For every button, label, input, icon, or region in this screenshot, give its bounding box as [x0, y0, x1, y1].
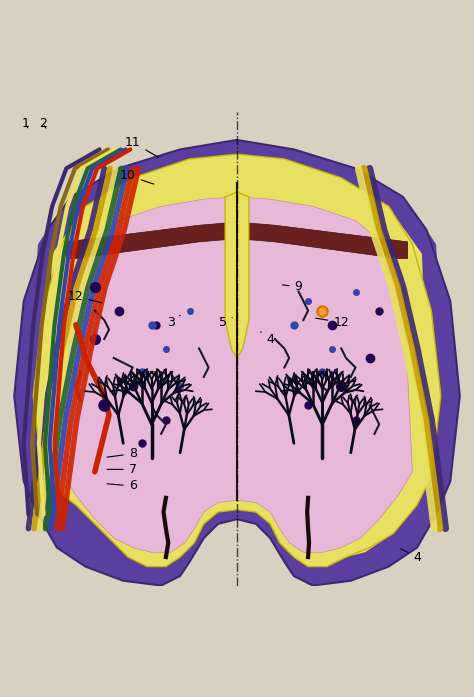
- Polygon shape: [33, 154, 441, 567]
- Text: 4: 4: [261, 332, 274, 346]
- Polygon shape: [237, 223, 408, 259]
- Polygon shape: [66, 223, 237, 259]
- Text: 3: 3: [167, 315, 180, 329]
- Text: 6: 6: [107, 480, 137, 493]
- Polygon shape: [14, 140, 460, 585]
- Text: 4: 4: [401, 549, 421, 564]
- Text: 8: 8: [107, 447, 137, 460]
- Polygon shape: [24, 173, 450, 581]
- Text: 1: 1: [22, 117, 30, 130]
- Polygon shape: [62, 197, 412, 552]
- Polygon shape: [43, 178, 431, 567]
- Text: 7: 7: [107, 463, 137, 476]
- Text: 5: 5: [219, 316, 232, 329]
- Text: 9: 9: [283, 280, 302, 293]
- Text: 2: 2: [39, 117, 46, 130]
- Text: 12: 12: [68, 290, 101, 303]
- Text: 11: 11: [125, 136, 159, 158]
- Text: 12: 12: [316, 316, 349, 329]
- Polygon shape: [225, 192, 249, 358]
- Text: 10: 10: [120, 169, 154, 184]
